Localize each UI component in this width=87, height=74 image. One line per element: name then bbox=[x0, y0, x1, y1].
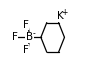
Text: F: F bbox=[23, 45, 29, 55]
Text: F: F bbox=[12, 32, 18, 42]
Text: -: - bbox=[32, 29, 35, 38]
Text: +: + bbox=[61, 8, 68, 17]
Text: F: F bbox=[23, 20, 29, 30]
Text: B: B bbox=[26, 32, 33, 42]
Text: K: K bbox=[57, 11, 64, 21]
